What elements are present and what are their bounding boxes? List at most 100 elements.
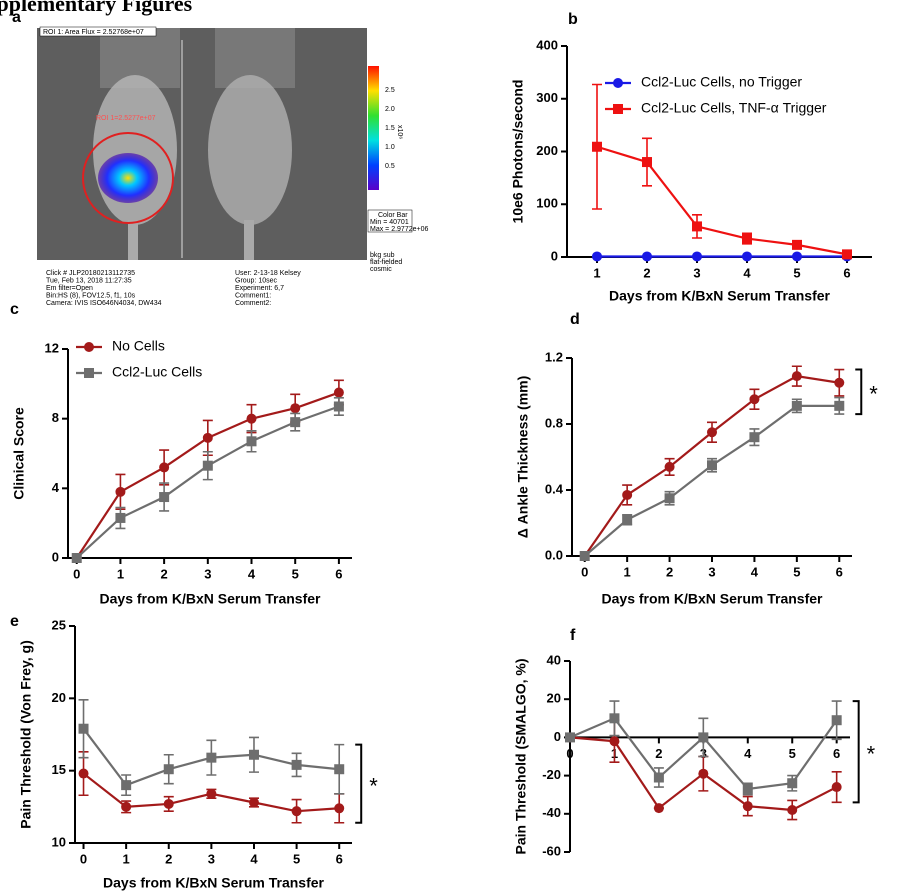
x-tick-label: 4 [248,566,256,581]
marker [642,251,652,261]
x-tick-label: 4 [250,851,258,866]
marker [654,803,664,813]
y-tick-label: 0.0 [545,547,563,562]
marker [203,461,213,471]
marker [609,713,619,723]
marker [665,493,675,503]
marker [203,433,213,443]
x-tick-label: 6 [843,265,850,280]
y-axis-label: Clinical Score [11,407,27,500]
marker [206,789,216,799]
marker [247,414,257,424]
marker [334,388,344,398]
y-tick-label: 100 [536,196,558,211]
x-tick-label: 2 [666,564,673,579]
y-tick-label: 4 [52,480,60,495]
panel-label: b [568,11,578,28]
marker [164,799,174,809]
marker [834,378,844,388]
marker [792,371,802,381]
y-tick-label: 12 [45,340,59,355]
marker [115,513,125,523]
x-tick-label: 1 [624,564,631,579]
marker [292,806,302,816]
image-info: Camera: IVIS ISO646N4034, DW434 [46,300,162,307]
x-tick-label: 0 [581,564,588,579]
image-background [37,28,367,260]
marker [334,803,344,813]
marker [565,732,575,742]
y-axis-label: Δ Ankle Thickness (mm) [515,376,531,539]
legend-label: Ccl2-Luc Cells, TNF-α Trigger [641,100,827,116]
x-tick-label: 4 [744,746,752,761]
legend-marker [613,78,623,88]
correction: flat-fielded [370,259,402,266]
panel-label: f [570,627,576,644]
marker [642,157,652,167]
colorbar-info: Min = 40701 [370,219,409,226]
image-info: Tue, Feb 13, 2018 11:27:35 [46,278,132,285]
x-tick-label: 1 [117,566,124,581]
y-axis-label: Pain Threshold (Von Frey, g) [18,640,34,829]
marker [622,490,632,500]
colorbar-tick: 1.5 [385,125,395,132]
x-tick-label: 5 [292,566,299,581]
y-tick-label: 20 [52,690,66,705]
marker [247,436,257,446]
colorbar-tick: 1.0 [385,144,395,151]
marker [698,732,708,742]
image-info: Em filter=Open [46,285,93,292]
x-tick-label: 2 [643,265,650,280]
x-tick-label: 2 [655,746,662,761]
image-info: Click # JLP20180213112735 [46,270,135,277]
panel-label: a [12,9,21,26]
x-tick-label: 3 [708,564,715,579]
y-tick-label: 25 [52,617,66,632]
signal [98,153,158,203]
y-axis-label: 10e6 Photons/second [510,80,526,224]
marker [79,724,89,734]
x-axis-label: Days from K/BxN Serum Transfer [602,591,824,607]
y-tick-label: 1.2 [545,349,563,364]
marker [698,769,708,779]
y-tick-label: 400 [536,37,558,52]
significance-bracket [855,370,861,415]
x-tick-label: 1 [123,851,130,866]
marker [249,797,259,807]
x-tick-label: 3 [693,265,700,280]
y-tick-label: 15 [52,762,66,777]
x-axis-label: Days from K/BxN Serum Transfer [609,288,831,304]
marker [832,782,842,792]
marker [290,403,300,413]
significance-bracket [853,701,859,802]
x-tick-label: 3 [204,566,211,581]
x-tick-label: 5 [293,851,300,866]
mouse-tail [128,220,138,260]
marker [692,221,702,231]
x-tick-label: 2 [161,566,168,581]
mouse [208,75,292,225]
x-tick-label: 5 [789,746,796,761]
x-tick-label: 4 [743,265,751,280]
marker [842,249,852,259]
y-tick-label: 0 [554,729,561,744]
y-tick-label: -20 [542,767,561,782]
marker [742,251,752,261]
marker [622,515,632,525]
marker [792,401,802,411]
x-tick-label: 3 [208,851,215,866]
colorbar-unit: x10⁶ [396,125,403,139]
legend-marker [613,104,623,114]
marker [334,401,344,411]
marker [79,769,89,779]
marker [742,234,752,244]
x-tick-label: 6 [833,746,840,761]
marker [121,780,131,790]
image-info: Comment1: [235,293,271,300]
y-tick-label: 40 [547,652,561,667]
marker [707,460,717,470]
x-axis-label: Days from K/BxN Serum Transfer [103,875,325,891]
legend-label: No Cells [112,338,165,354]
marker [249,750,259,760]
